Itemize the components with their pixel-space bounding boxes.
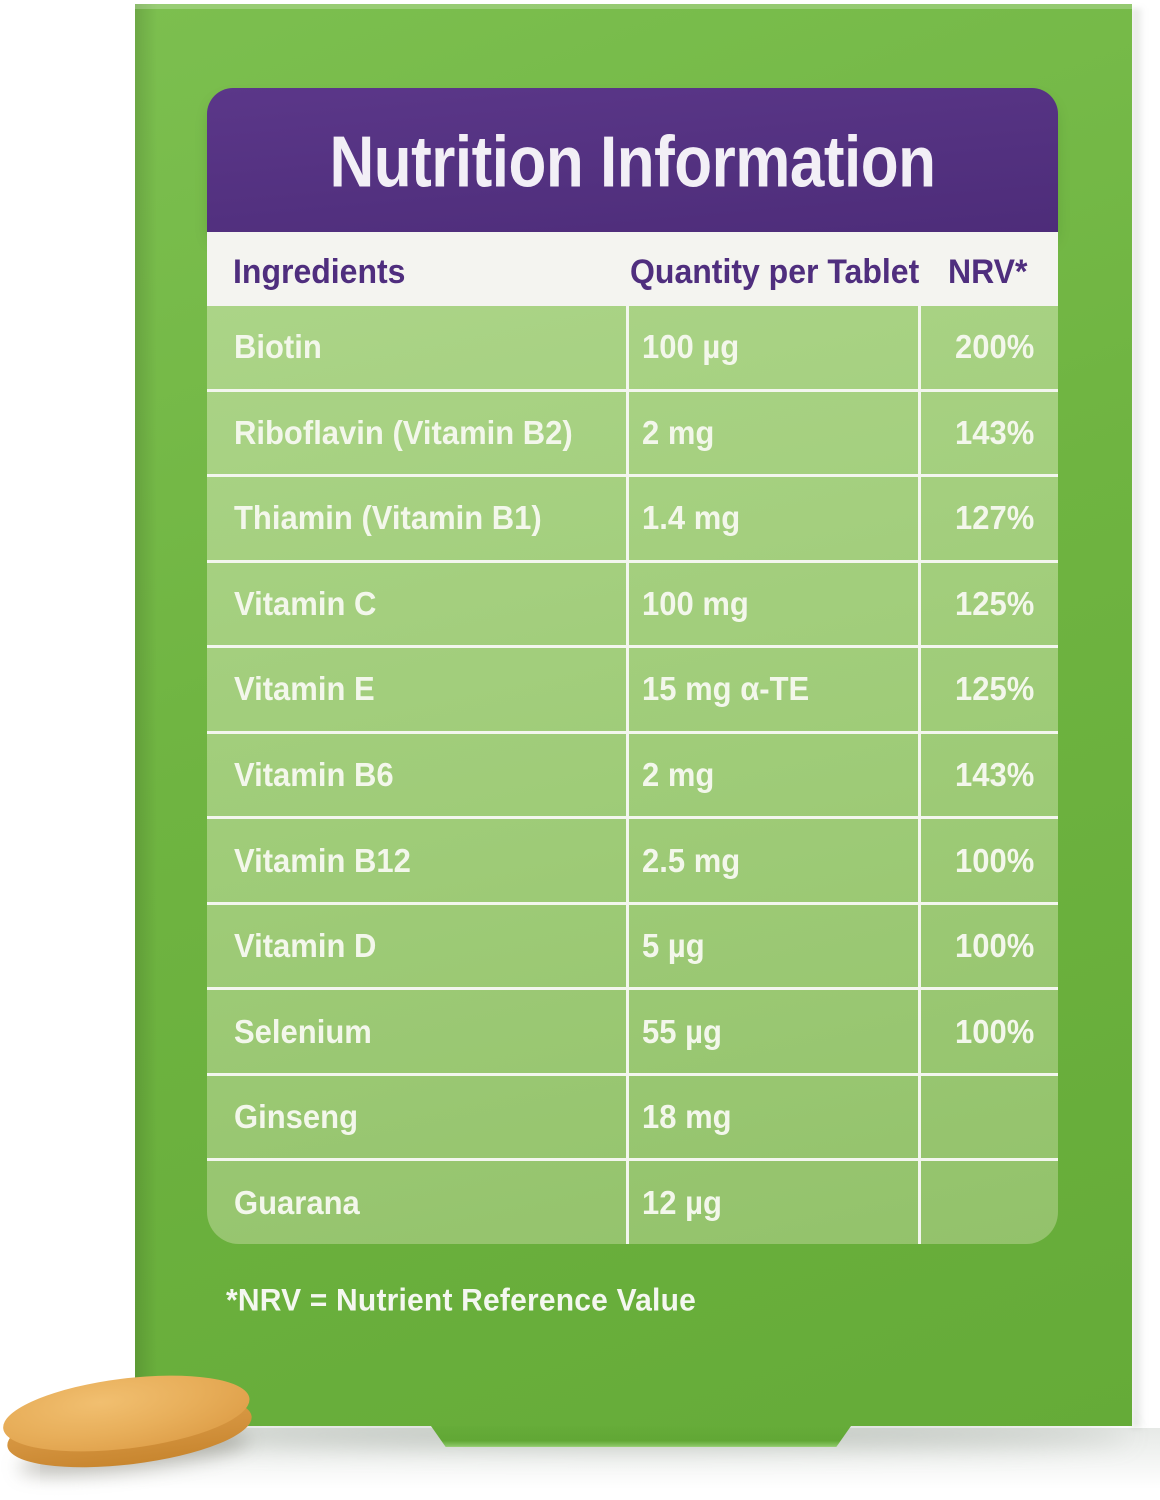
ingredient-cell: Vitamin C <box>234 584 377 623</box>
nrv-cell: 100% <box>918 904 1058 988</box>
quantity-cell: 55 µg <box>626 990 918 1073</box>
quantity-cell: 2 mg <box>626 733 918 817</box>
table-row: Vitamin E 15 mg α-TE 125% <box>207 645 1058 731</box>
ingredient-cell: Vitamin B6 <box>234 755 394 794</box>
column-header-ingredients: Ingredients <box>233 251 406 290</box>
nrv-cell: 100% <box>918 990 1058 1073</box>
nrv-cell <box>918 1161 1058 1244</box>
ingredient-cell: Selenium <box>234 1012 372 1051</box>
quantity-cell: 2 mg <box>626 391 918 475</box>
ingredient-cell: Guarana <box>234 1183 360 1222</box>
table-row: Vitamin B12 2.5 mg 100% <box>207 816 1058 902</box>
column-header-nrv: NRV* <box>948 251 1028 290</box>
table-row: Guarana 12 µg <box>207 1158 1058 1244</box>
quantity-cell: 12 µg <box>626 1161 918 1244</box>
quantity-cell: 15 mg α-TE <box>626 648 918 731</box>
ingredient-cell: Thiamin (Vitamin B1) <box>234 498 542 537</box>
table-row: Vitamin C 100 mg 125% <box>207 559 1058 646</box>
nrv-footnote: *NRV = Nutrient Reference Value <box>226 1282 696 1318</box>
nutrition-table: Biotin 100 µg 200% Riboflavin (Vitamin B… <box>207 306 1058 1244</box>
quantity-cell: 100 µg <box>626 306 918 389</box>
ingredient-cell: Ginseng <box>234 1097 359 1136</box>
nrv-cell: 125% <box>918 648 1058 731</box>
package-flap <box>431 1426 851 1447</box>
title-bar: Nutrition Information <box>207 88 1058 236</box>
nrv-cell: 100% <box>918 819 1058 902</box>
nrv-cell: 200% <box>918 306 1058 389</box>
ingredient-cell: Vitamin E <box>234 670 375 708</box>
nrv-cell: 143% <box>918 733 1058 817</box>
table-row: Riboflavin (Vitamin B2) 2 mg 143% <box>207 388 1058 475</box>
quantity-cell: 5 µg <box>626 904 918 988</box>
table-row: Thiamin (Vitamin B1) 1.4 mg 127% <box>207 474 1058 560</box>
nrv-cell: 125% <box>918 562 1058 646</box>
quantity-cell: 1.4 mg <box>626 477 918 560</box>
quantity-cell: 100 mg <box>626 562 918 646</box>
table-row: Vitamin D 5 µg 100% <box>207 901 1058 988</box>
quantity-cell: 2.5 mg <box>626 819 918 902</box>
package-back-panel: Nutrition Information Ingredients Quanti… <box>135 4 1132 1447</box>
quantity-cell: 18 mg <box>626 1075 918 1159</box>
ingredient-cell: Vitamin D <box>234 926 377 965</box>
panel-right-shadow <box>1132 8 1145 1428</box>
nrv-cell: 143% <box>918 391 1058 475</box>
nrv-cell <box>918 1075 1058 1159</box>
table-row: Biotin 100 µg 200% <box>207 306 1058 389</box>
page-title: Nutrition Information <box>329 121 936 203</box>
nrv-cell: 127% <box>918 477 1058 560</box>
table-header-band: Ingredients Quantity per Tablet NRV* <box>207 232 1058 310</box>
column-header-quantity: Quantity per Tablet <box>630 251 920 290</box>
ingredient-cell: Riboflavin (Vitamin B2) <box>234 413 573 452</box>
table-row: Selenium 55 µg 100% <box>207 987 1058 1073</box>
ingredient-cell: Vitamin B12 <box>234 841 411 879</box>
table-row: Ginseng 18 mg <box>207 1072 1058 1159</box>
ingredient-cell: Biotin <box>234 327 322 366</box>
table-row: Vitamin B6 2 mg 143% <box>207 730 1058 817</box>
